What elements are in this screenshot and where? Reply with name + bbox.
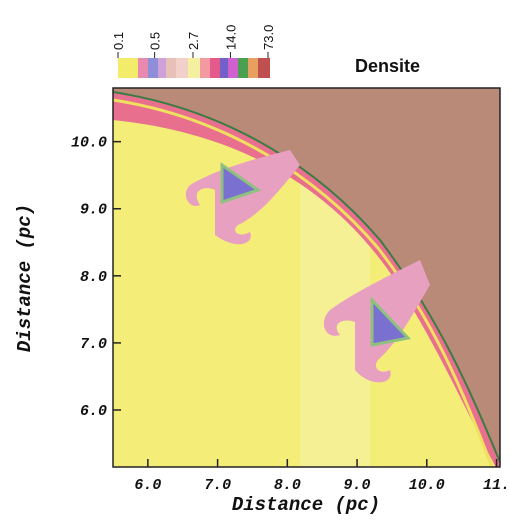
plot-frame xyxy=(112,87,501,468)
y-tick-label: 10.0 xyxy=(71,135,107,152)
y-tick-label: 6.0 xyxy=(80,403,107,420)
y-axis-label: Distance (pc) xyxy=(14,204,36,352)
y-tick-label: 7.0 xyxy=(80,336,107,353)
colorbar-tick-label: 0.5 xyxy=(148,32,163,50)
x-tick-label: 11. xyxy=(483,477,510,494)
colorbar-tick-label: 2.7 xyxy=(186,32,201,50)
colorbar-tick-label: 73.0 xyxy=(261,25,276,50)
y-tick-label: 8.0 xyxy=(80,269,107,286)
x-tick-label: 6.0 xyxy=(134,477,161,494)
colorbar-title: Densite xyxy=(355,56,420,76)
x-tick-label: 9.0 xyxy=(344,477,371,494)
y-tick-label: 9.0 xyxy=(80,202,107,219)
x-tick-label: 10.0 xyxy=(409,477,445,494)
density-field xyxy=(113,88,500,467)
x-tick-label: 8.0 xyxy=(274,477,301,494)
colorbar xyxy=(118,58,270,78)
x-axis-label: Distance (pc) xyxy=(232,494,380,516)
colorbar-tick-label: 0.1 xyxy=(111,32,126,50)
colorbar-tick-label: 14.0 xyxy=(223,25,238,50)
x-tick-label: 7.0 xyxy=(204,477,231,494)
